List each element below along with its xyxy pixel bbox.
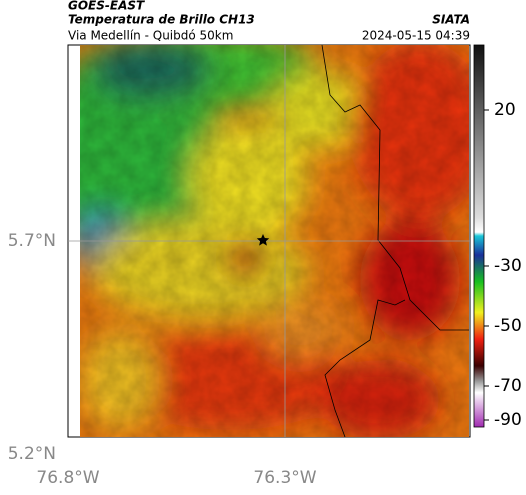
source: GOES-EAST	[68, 0, 145, 13]
colorbar	[473, 44, 485, 428]
colorbar-label: -30	[494, 256, 522, 276]
location-marker	[256, 234, 270, 246]
colorbar-label: -90	[494, 410, 522, 430]
title: Temperatura de Brillo CH13	[68, 13, 255, 27]
map-image	[80, 45, 469, 437]
location: Via Medellín - Quibdó 50km	[68, 29, 233, 43]
lat-label: 5.7°N	[8, 231, 56, 251]
agency: SIATA	[432, 13, 470, 27]
lon-label: 76.3°W	[253, 468, 316, 488]
colorbar-label: -50	[494, 316, 522, 336]
colorbar-label: -70	[494, 376, 522, 396]
lon-label: 76.8°W	[36, 468, 99, 488]
colorbar-ticks: 20 -30 -50 -70 -90	[484, 100, 522, 430]
colorbar-label: 20	[494, 100, 516, 120]
lat-label: 5.2°N	[8, 444, 56, 464]
datetime: 2024-05-15 04:39	[362, 29, 470, 43]
